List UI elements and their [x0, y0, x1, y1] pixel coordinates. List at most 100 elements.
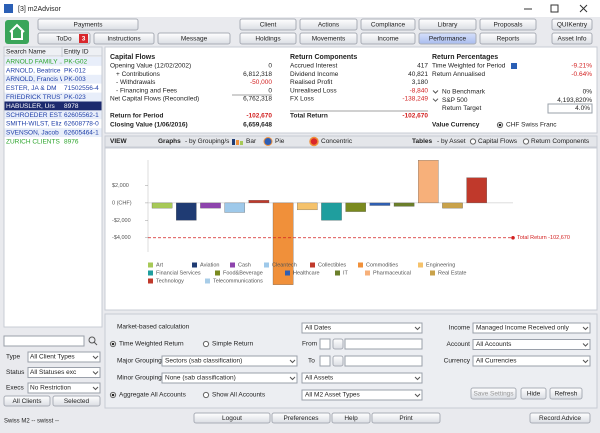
filter-select[interactable]	[27, 382, 101, 394]
legend-swatch	[365, 270, 370, 276]
legend-label: Art	[156, 262, 164, 268]
client-row[interactable]	[4, 74, 102, 84]
button[interactable]	[371, 412, 441, 424]
button-label: Message	[181, 36, 208, 43]
row-label: Time Weighted for Period	[432, 63, 506, 70]
client-id: 8978	[64, 103, 79, 110]
nav-tab[interactable]	[93, 32, 155, 45]
nav-tab[interactable]	[37, 32, 91, 45]
asset-type-select[interactable]	[301, 389, 423, 401]
button-label: Library	[438, 22, 459, 29]
client-row[interactable]	[4, 137, 102, 146]
pie-icon[interactable]	[263, 137, 273, 146]
button-label: Actions	[318, 22, 340, 29]
bar-icon[interactable]	[232, 139, 235, 145]
button-label: Client	[260, 22, 277, 29]
client-row[interactable]	[4, 101, 102, 111]
button[interactable]	[331, 412, 371, 424]
legend-label: Aviation	[200, 262, 219, 268]
client-row[interactable]	[4, 65, 102, 75]
chevron[interactable]	[432, 90, 439, 94]
client-row[interactable]	[4, 119, 102, 129]
nav-tab[interactable]	[157, 32, 231, 45]
option-select[interactable]	[472, 355, 591, 367]
nav-tab[interactable]	[418, 32, 477, 45]
dropdown-arrow	[92, 386, 99, 391]
bar-icon[interactable]	[236, 140, 239, 145]
nav-button[interactable]	[479, 18, 537, 31]
button[interactable]	[529, 412, 591, 424]
date-input[interactable]	[319, 355, 331, 367]
bar	[418, 160, 439, 204]
filter-select[interactable]	[27, 351, 101, 363]
field-value: Sectors (sab classification)	[165, 358, 242, 365]
nav-button[interactable]	[418, 18, 477, 31]
legend-label: Engineering	[426, 262, 455, 268]
nav-tab[interactable]	[239, 32, 297, 45]
info-icon[interactable]	[511, 63, 517, 69]
filter-select[interactable]	[27, 367, 101, 378]
date-picker[interactable]	[332, 338, 344, 350]
radio[interactable]	[202, 391, 210, 399]
label: - by Asset	[437, 138, 466, 145]
field-label: Minor Grouping	[117, 375, 162, 382]
table-option: Return Components	[531, 138, 590, 145]
radio[interactable]	[202, 340, 210, 348]
maximize[interactable]	[550, 4, 559, 13]
nav-button[interactable]	[37, 18, 139, 31]
field-value: Managed Income Received only	[476, 325, 570, 332]
button[interactable]	[271, 412, 331, 424]
nav-button[interactable]	[239, 18, 297, 31]
search-input[interactable]	[3, 335, 85, 347]
nav-tab[interactable]	[479, 32, 537, 45]
chevron[interactable]	[432, 98, 439, 102]
radio[interactable]	[522, 138, 530, 145]
nav-tab[interactable]	[299, 32, 358, 45]
legend-swatch	[205, 278, 210, 284]
bar	[176, 202, 197, 221]
date-select[interactable]	[301, 322, 423, 334]
date-field[interactable]	[344, 338, 423, 350]
filter-value: All Statuses exc	[30, 369, 77, 376]
date-picker[interactable]	[332, 355, 344, 367]
client-row[interactable]	[4, 110, 102, 120]
target-input[interactable]	[547, 103, 593, 114]
grouping-select[interactable]	[161, 355, 298, 367]
legend-label: Technology	[156, 278, 184, 284]
label: All M2 Asset Types	[305, 392, 361, 399]
button[interactable]	[470, 387, 517, 400]
nav-button[interactable]	[360, 18, 416, 31]
date-field[interactable]	[344, 355, 423, 367]
total-label: Closing Value (1/06/2016)	[110, 122, 188, 129]
button[interactable]	[3, 395, 51, 407]
dropdown-arrow	[414, 326, 421, 331]
option-select[interactable]	[472, 322, 591, 334]
client-row[interactable]	[4, 92, 102, 102]
date-input[interactable]	[319, 338, 331, 350]
row-label: + Contributions	[116, 71, 161, 78]
grouping-select[interactable]	[161, 372, 298, 384]
nav-tab[interactable]	[551, 32, 593, 45]
nav-button[interactable]	[551, 18, 593, 31]
total-value: -102,670	[246, 113, 272, 120]
button[interactable]	[549, 387, 583, 400]
concentric-icon[interactable]	[309, 136, 319, 147]
client-row[interactable]	[4, 57, 102, 66]
button[interactable]	[193, 412, 271, 424]
radio[interactable]	[469, 138, 477, 145]
bar-icon[interactable]	[240, 141, 243, 145]
legend-label: Financial Services	[156, 270, 201, 276]
search-icon[interactable]	[88, 336, 96, 344]
nav-button[interactable]	[299, 18, 358, 31]
button[interactable]	[52, 395, 101, 407]
client-row[interactable]	[4, 128, 102, 138]
button[interactable]	[520, 387, 547, 400]
nav-tab[interactable]	[360, 32, 416, 45]
close[interactable]	[579, 4, 588, 13]
asset-select[interactable]	[301, 372, 423, 384]
option-select[interactable]	[472, 339, 591, 350]
legend-label: Collectibles	[318, 262, 346, 268]
client-row[interactable]	[4, 83, 102, 93]
legend-swatch	[192, 262, 197, 268]
label: Tables	[412, 138, 432, 145]
